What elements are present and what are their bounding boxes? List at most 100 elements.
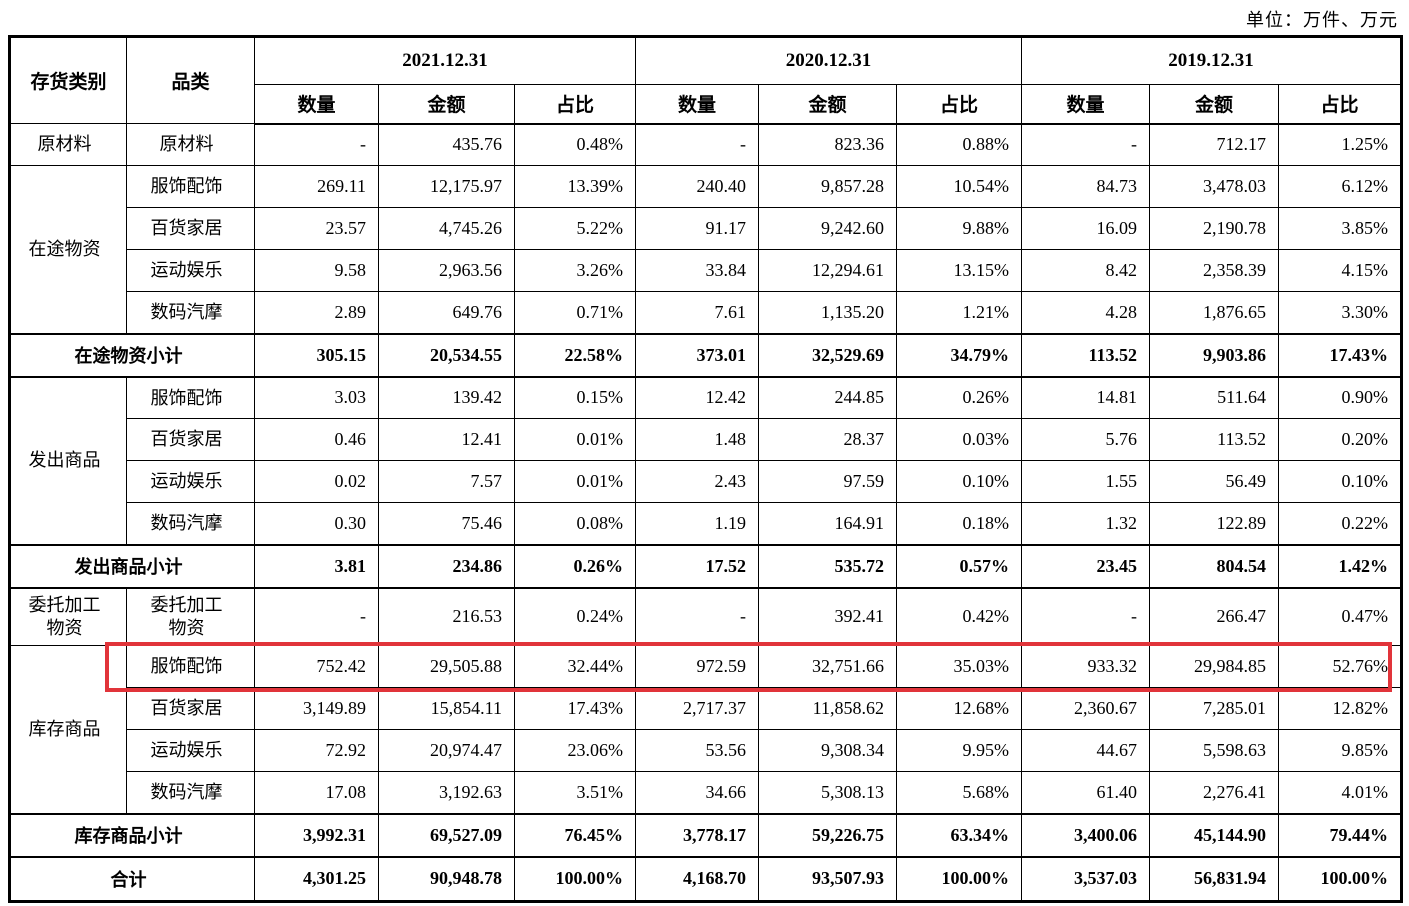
subcategory-cell: 数码汽摩 [126,291,255,334]
table-row: 数码汽摩 0.30 75.46 0.08% 1.19 164.91 0.18% 1.32 122… [10,502,1403,545]
value-cell: 12,294.61 [758,249,897,292]
value-cell: 3.81 [254,543,379,589]
value-cell: 12.41 [378,418,515,461]
value-cell: 0.30 [254,502,379,545]
table-row: 运动娱乐 72.92 20,974.47 23.06% 53.56 9,308.34 9.9… [10,729,1403,772]
subcategory-cell: 原材料 [126,123,255,166]
value-cell: 12.82% [1277,687,1403,730]
value-cell: 4,745.26 [378,207,515,250]
value-cell: 4.15% [1277,249,1403,292]
value-cell: 0.01% [514,460,636,503]
header-period-row: 存货类别 品类 2021.12.31 2020.12.31 2019.12.31 [9,36,1403,124]
value-cell: 9.58 [254,249,379,292]
subtotal-row-label: 在途物资小计 [9,332,255,378]
value-cell: 84.73 [1021,165,1150,208]
value-cell: 535.72 [758,543,897,589]
value-cell: - [1021,123,1150,166]
value-cell: 17.43% [514,687,636,730]
subtotal-row: 发出商品小计 3.81 234.86 0.26% 17.52 535.72 0.57% 23.… [9,543,1403,589]
value-cell: 32,529.69 [758,332,897,378]
value-cell: 1.25% [1277,123,1403,166]
value-cell: 712.17 [1149,123,1279,166]
value-cell: 29,984.85 [1149,645,1279,688]
value-cell: 69,527.09 [378,812,515,858]
value-cell: 0.47% [1277,587,1403,646]
subtotal-row: 库存商品小计 3,992.31 69,527.09 76.45% 3,778.17 59,… [9,812,1403,858]
table-header: 存货类别 品类 2021.12.31 2020.12.31 2019.12.31 数量 金额… [9,36,1403,125]
value-cell: 3.51% [514,771,636,814]
value-cell: 72.92 [254,729,379,772]
table-row: 运动娱乐 9.58 2,963.56 3.26% 33.84 12,294.61 13.15… [10,249,1403,292]
value-cell: 79.44% [1277,812,1403,858]
value-cell: 392.41 [758,587,897,646]
subcategory-cell: 服饰配饰 [126,165,255,208]
value-cell: 2.89 [254,291,379,334]
value-cell: 0.90% [1277,376,1403,419]
table-row: 百货家居 3,149.89 15,854.11 17.43% 2,717.37 11,85… [10,687,1403,730]
value-cell: 13.39% [514,165,636,208]
value-cell: 63.34% [896,812,1022,858]
value-cell: 5.22% [514,207,636,250]
value-cell: - [254,587,379,646]
value-cell: 0.46 [254,418,379,461]
value-cell: 100.00% [1277,855,1403,902]
table-row: 百货家居 0.46 12.41 0.01% 1.48 28.37 0.03% 5.76 113.… [10,418,1403,461]
value-cell: 2,360.67 [1021,687,1150,730]
value-cell: 5,598.63 [1149,729,1279,772]
value-cell: 649.76 [378,291,515,334]
value-cell: 32.44% [514,645,636,688]
header-metric-0-0: 数量 [254,84,379,125]
value-cell: 56.49 [1149,460,1279,503]
subtotal-row-label: 发出商品小计 [9,543,255,589]
value-cell: 17.52 [635,543,759,589]
value-cell: 34.79% [896,332,1022,378]
value-cell: - [254,123,379,166]
value-cell: 8.42 [1021,249,1150,292]
value-cell: 511.64 [1149,376,1279,419]
value-cell: 7.61 [635,291,759,334]
value-cell: 0.48% [514,123,636,166]
unit-label: 单位：万件、万元 [1246,10,1398,30]
table-row: 百货家居 23.57 4,745.26 5.22% 91.17 9,242.60 9.88%… [10,207,1403,250]
value-cell: 0.10% [1277,460,1403,503]
value-cell: 20,974.47 [378,729,515,772]
value-cell: 15,854.11 [378,687,515,730]
table-row: 库存商品 服饰配饰 752.42 29,505.88 32.44% 972.59 32,75… [9,645,1403,814]
value-cell: 17.08 [254,771,379,814]
value-cell: 269.11 [254,165,379,208]
header-metric-0-2: 占比 [514,84,636,125]
value-cell: 823.36 [758,123,897,166]
header-metric-2-1: 金额 [1149,84,1279,125]
value-cell: 53.56 [635,729,759,772]
value-cell: 752.42 [254,645,379,688]
value-cell: 3,192.63 [378,771,515,814]
value-cell: 11,858.62 [758,687,897,730]
value-cell: 100.00% [514,855,636,902]
table-row: 在途物资 服饰配饰 269.11 12,175.97 13.39% 240.40 9,857… [9,165,1403,334]
value-cell: 0.88% [896,123,1022,166]
value-cell: 3,400.06 [1021,812,1150,858]
table-row: 数码汽摩 2.89 649.76 0.71% 7.61 1,135.20 1.21% 4.28… [10,291,1403,334]
value-cell: 0.18% [896,502,1022,545]
value-cell: 20,534.55 [378,332,515,378]
value-cell: 3.85% [1277,207,1403,250]
value-cell: 3,537.03 [1021,855,1150,902]
value-cell: 29,505.88 [378,645,515,688]
value-cell: 9,308.34 [758,729,897,772]
header-metric-1-2: 占比 [896,84,1022,125]
value-cell: 2.43 [635,460,759,503]
value-cell: 3,478.03 [1149,165,1279,208]
value-cell: 7,285.01 [1149,687,1279,730]
subcategory-cell: 百货家居 [126,687,255,730]
total-row-label: 合计 [9,855,255,902]
header-category: 存货类别 [9,36,127,124]
value-cell: 5,308.13 [758,771,897,814]
header-period-0: 2021.12.31 [254,36,636,85]
value-cell: 23.06% [514,729,636,772]
value-cell: 4,301.25 [254,855,379,902]
value-cell: 305.15 [254,332,379,378]
value-cell: 16.09 [1021,207,1150,250]
value-cell: 3,149.89 [254,687,379,730]
value-cell: 23.57 [254,207,379,250]
